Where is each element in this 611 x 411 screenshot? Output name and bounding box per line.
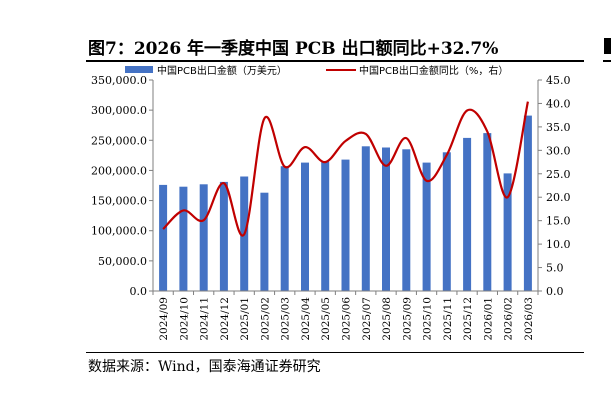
bar-2025-06 (341, 159, 350, 291)
bar-2025-12 (463, 137, 472, 291)
x-tick-label: 2025/12 (462, 297, 474, 341)
bar-2024-10 (179, 186, 188, 291)
bar-2024-09 (159, 184, 168, 291)
x-tick-label: 2025/08 (381, 297, 393, 341)
x-tick-label: 2026/01 (482, 297, 494, 341)
bar-2025-03 (280, 166, 289, 291)
bar-2024-12 (219, 181, 228, 291)
title-rule (86, 60, 584, 62)
x-tick-label: 2025/07 (361, 297, 373, 341)
y-left-tick-label: 200,000.0 (91, 164, 147, 177)
legend-bar-label: 中国PCB出口金额（万美元） (157, 64, 287, 77)
x-tick-label: 2026/03 (523, 297, 535, 341)
x-tick-label: 2025/03 (280, 297, 292, 341)
legend-line-label: 中国PCB出口金额同比（%，右） (359, 64, 508, 77)
source-note: 数据来源：Wind，国泰海通证券研究 (88, 359, 321, 375)
y-right-tick-label: 45.0 (546, 74, 571, 87)
bar-2025-04 (301, 162, 309, 291)
x-tick-label: 2026/02 (503, 297, 515, 341)
y-left-tick-label: 0.0 (130, 285, 148, 298)
y-right-tick-label: 35.0 (546, 121, 571, 134)
figure-title: 图7：2026 年一季度中国 PCB 出口额同比+32.7% (88, 39, 499, 59)
y-left-tick-label: 100,000.0 (91, 225, 147, 238)
x-tick-label: 2025/11 (442, 297, 454, 341)
x-tick-label: 2024/09 (158, 297, 170, 341)
bar-2024-11 (199, 184, 208, 291)
x-tick-label: 2024/12 (219, 297, 231, 341)
y-left-tick-label: 350,000.0 (91, 74, 147, 87)
x-tick-label: 2025/02 (259, 297, 271, 341)
y-right-tick-label: 40.0 (546, 97, 571, 110)
bar-2025-09 (402, 149, 411, 291)
adjacent-figure-edge (604, 38, 611, 54)
y-right-tick-label: 15.0 (546, 215, 571, 228)
bar-2026-01 (483, 133, 492, 291)
y-right-tick-label: 25.0 (546, 168, 571, 181)
x-tick-label: 2025/05 (320, 297, 332, 341)
x-tick-label: 2024/10 (178, 297, 190, 341)
y-right-tick-label: 30.0 (546, 144, 571, 157)
bar-2025-08 (382, 147, 390, 291)
x-tick-label: 2025/09 (401, 297, 413, 341)
bar-2025-05 (321, 161, 330, 291)
y-right-tick-label: 20.0 (546, 191, 571, 204)
y-right-tick-label: 10.0 (546, 238, 571, 251)
bar-2025-02 (260, 192, 269, 291)
y-left-tick-label: 250,000.0 (91, 134, 147, 147)
x-tick-label: 2025/01 (239, 297, 251, 341)
bar-2025-10 (422, 162, 431, 291)
source-rule (86, 352, 584, 353)
bar-2026-02 (503, 173, 512, 291)
y-left-tick-label: 150,000.0 (91, 195, 147, 208)
y-right-tick-label: 5.0 (546, 262, 564, 275)
y-right-tick-label: 0.0 (546, 285, 564, 298)
y-left-tick-label: 300,000.0 (91, 104, 147, 117)
x-tick-label: 2025/06 (341, 297, 353, 341)
x-tick-label: 2024/11 (199, 297, 211, 341)
adjacent-figure-rule (603, 60, 611, 62)
yoy-growth-line (162, 101, 529, 237)
x-tick-label: 2025/10 (422, 297, 434, 341)
bar-2025-11 (442, 152, 451, 291)
legend-bar-swatch (125, 66, 153, 73)
bar-2025-07 (361, 146, 370, 291)
bar-2026-03 (523, 115, 532, 291)
x-tick-label: 2025/04 (300, 297, 312, 341)
y-left-tick-label: 50,000.0 (98, 255, 147, 268)
